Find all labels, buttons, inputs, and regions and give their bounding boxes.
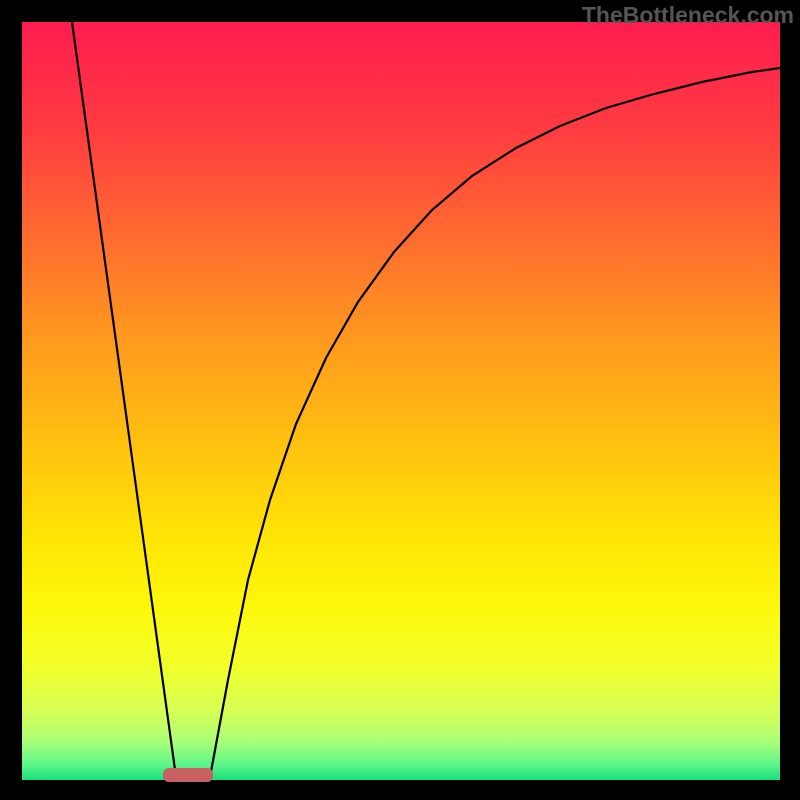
watermark-text: TheBottleneck.com [582,2,794,29]
curve-overlay [0,0,800,800]
optimum-marker [163,768,213,782]
ascending-curve [210,68,780,777]
chart-container: TheBottleneck.com [0,0,800,800]
descending-line [72,22,176,777]
